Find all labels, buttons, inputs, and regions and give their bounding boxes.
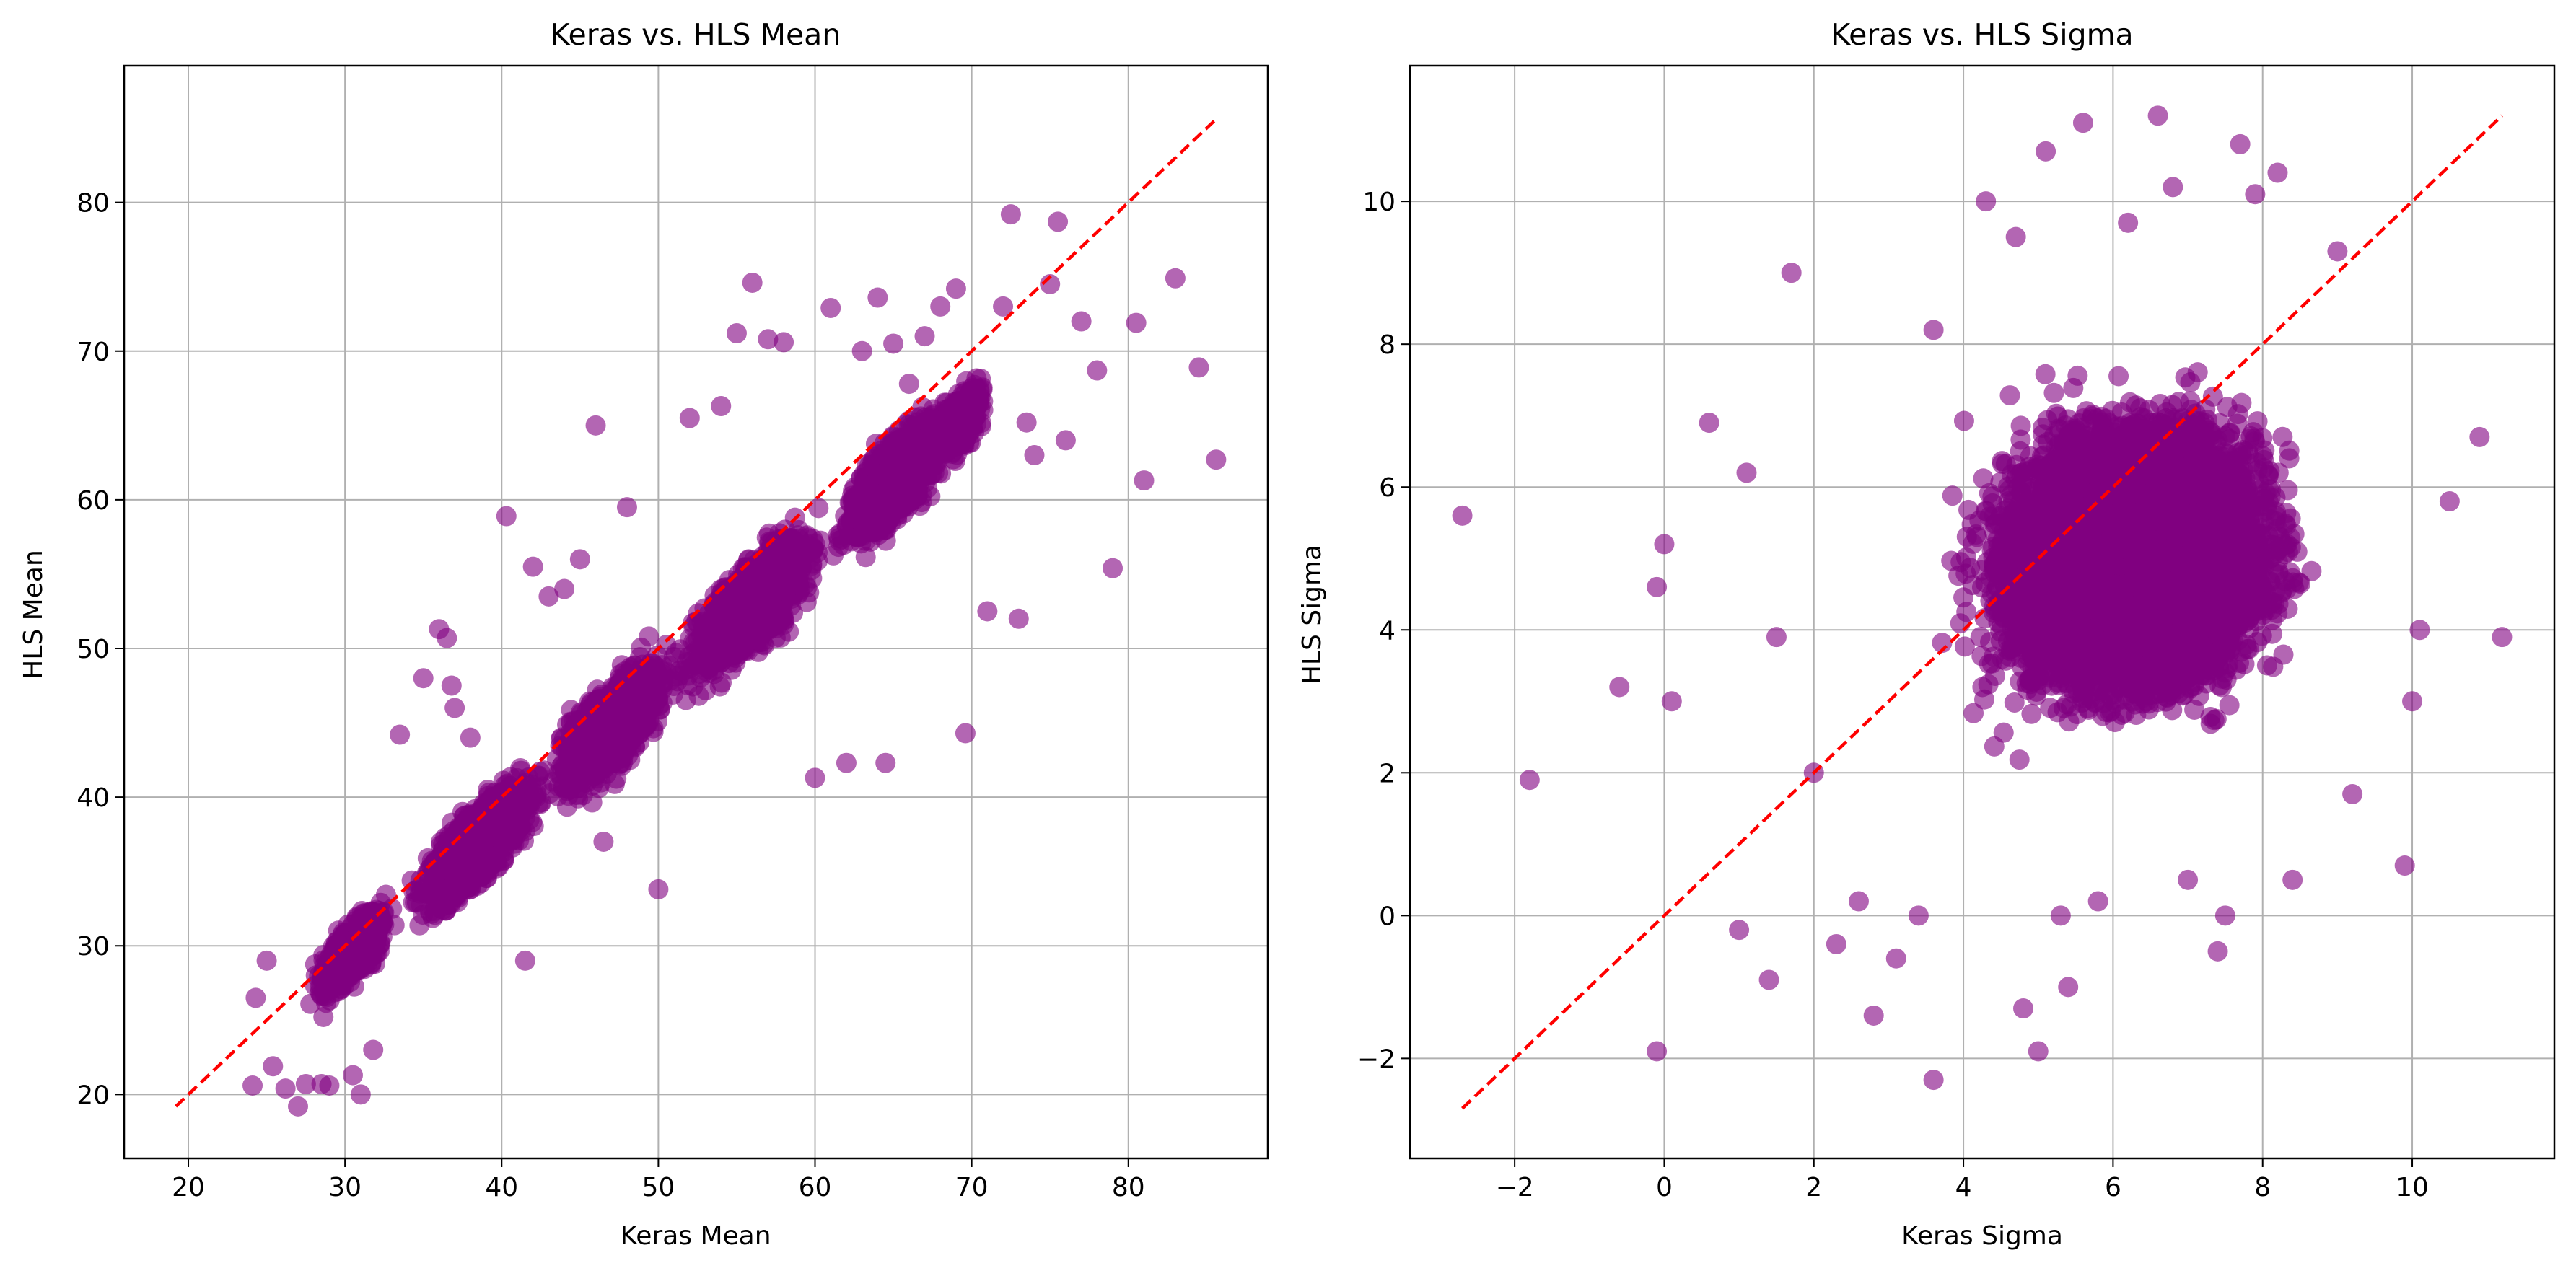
scatter-point	[604, 729, 624, 749]
scatter-point	[510, 758, 530, 778]
y-axis-label: HLS Mean	[19, 550, 48, 679]
scatter-point	[477, 868, 497, 888]
scatter-point	[628, 679, 648, 699]
scatter-point	[597, 708, 617, 729]
scatter-point	[457, 853, 477, 874]
scatter-point	[338, 956, 358, 977]
scatter-point	[483, 813, 504, 833]
scatter-points	[242, 204, 1226, 1117]
scatter-point	[432, 899, 452, 920]
x-axis-label: Keras Mean	[620, 1221, 771, 1251]
scatter-point	[612, 695, 632, 715]
chart-title: Keras vs. HLS Mean	[551, 17, 841, 52]
scatter-point	[456, 830, 476, 850]
scatter-point	[650, 700, 670, 720]
scatter-point	[522, 812, 542, 832]
scatter-point	[363, 926, 383, 946]
left-chart-panel: Keras vs. HLS Mean Keras Mean HLS Mean 2…	[19, 17, 1268, 1251]
scatter-point	[621, 716, 641, 736]
scatter-point	[420, 883, 440, 903]
scatter-point	[555, 760, 575, 780]
scatter-point	[313, 1007, 333, 1027]
